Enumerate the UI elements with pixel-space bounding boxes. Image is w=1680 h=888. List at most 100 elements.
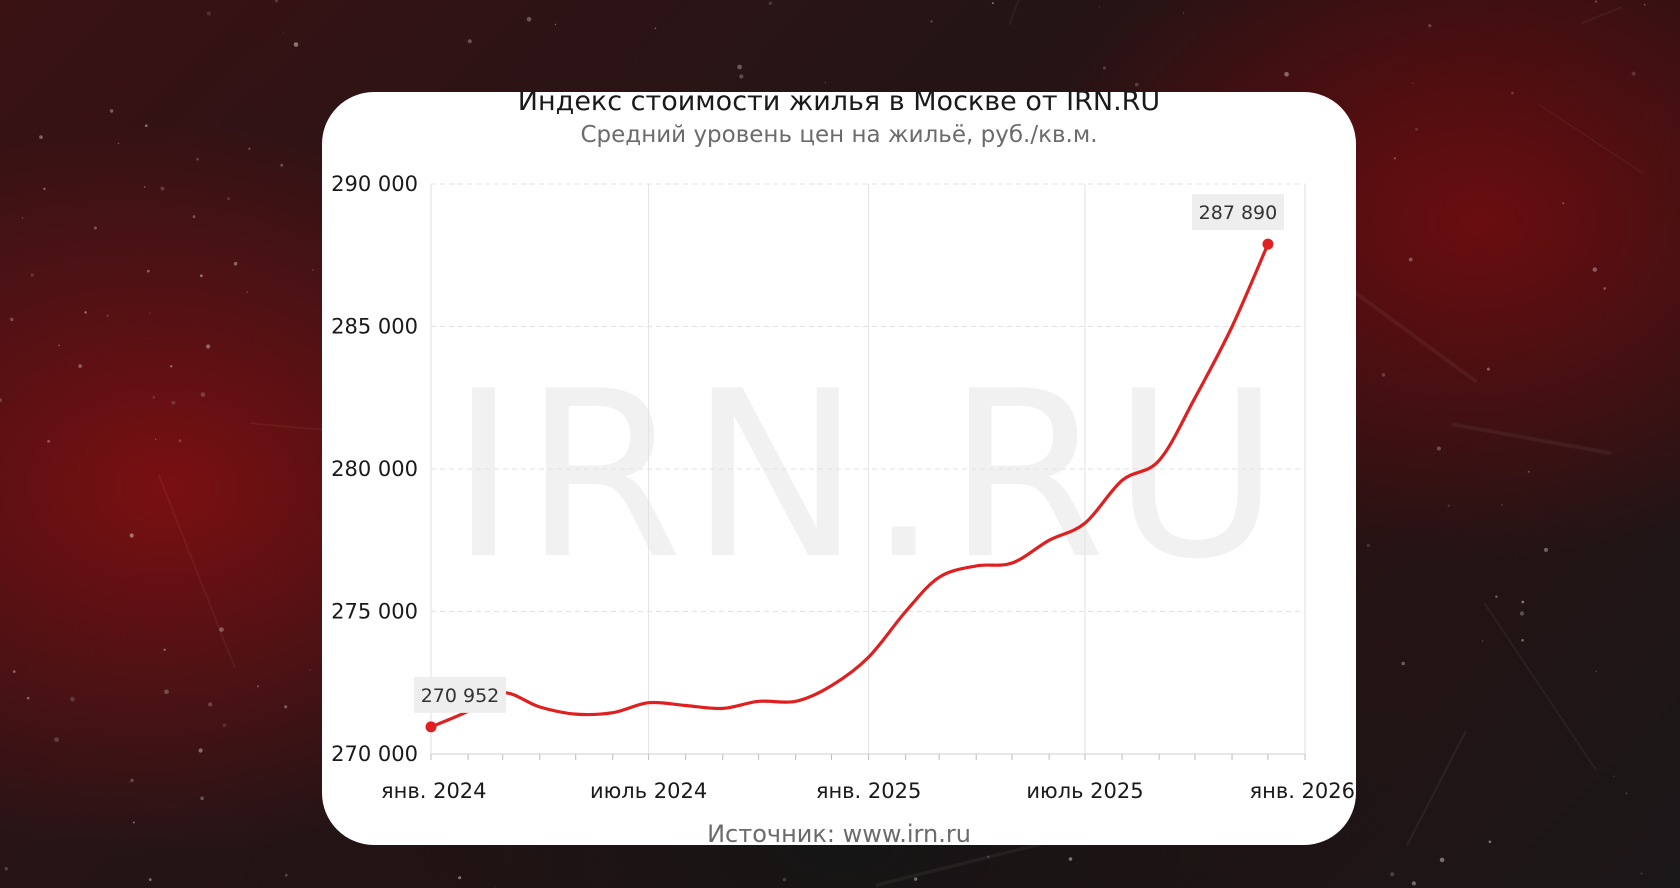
texture-speck	[47, 439, 50, 443]
data-label-box	[414, 676, 506, 713]
texture-speck	[171, 400, 176, 405]
data-label: 270 952	[421, 685, 500, 707]
texture-speck	[0, 398, 2, 402]
texture-speck	[248, 147, 251, 150]
texture-speck	[782, 877, 787, 882]
texture-speck	[737, 64, 742, 70]
data-label-box	[1191, 194, 1284, 231]
texture-speck	[206, 11, 211, 16]
texture-speck	[246, 291, 248, 294]
texture-speck	[1412, 82, 1414, 85]
texture-crease	[1451, 422, 1612, 456]
texture-speck	[1595, 670, 1598, 673]
texture-speck	[200, 392, 206, 397]
texture-speck	[93, 226, 97, 230]
texture-speck	[160, 186, 165, 191]
texture-speck	[70, 696, 75, 702]
texture-speck	[143, 186, 146, 188]
texture-speck	[109, 109, 114, 113]
texture-speck	[1481, 640, 1484, 642]
texture-speck	[146, 269, 150, 273]
texture-speck	[1511, 91, 1514, 95]
texture-crease	[1538, 103, 1644, 175]
texture-speck	[206, 344, 211, 349]
texture-speck	[1439, 857, 1445, 863]
texture-speck	[987, 855, 990, 858]
texture-speck	[914, 877, 918, 881]
x-tick-label: янв. 2026	[1249, 779, 1355, 803]
texture-speck	[200, 796, 204, 801]
texture-speck	[1521, 600, 1525, 604]
texture-speck	[930, 20, 933, 23]
texture-speck	[170, 365, 173, 368]
texture-speck	[1390, 872, 1395, 877]
texture-speck	[106, 314, 109, 317]
texture-speck	[10, 317, 14, 322]
texture-speck	[1603, 287, 1607, 290]
texture-speck	[43, 187, 46, 190]
x-tick-label: июль 2025	[1026, 779, 1143, 803]
texture-speck	[149, 312, 151, 314]
texture-speck	[1592, 267, 1598, 272]
texture-speck	[312, 269, 314, 271]
x-tick-label: янв. 2024	[381, 779, 487, 803]
texture-speck	[1408, 257, 1413, 262]
texture-speck	[1625, 792, 1628, 795]
texture-speck	[200, 274, 203, 278]
texture-speck	[1098, 6, 1100, 8]
texture-speck	[84, 311, 87, 314]
texture-speck	[164, 689, 169, 695]
texture-speck	[1411, 881, 1416, 886]
texture-speck	[991, 2, 994, 5]
texture-speck	[227, 197, 230, 201]
texture-speck	[1393, 157, 1397, 160]
texture-speck	[1495, 595, 1498, 598]
texture-speck	[132, 821, 135, 824]
texture-speck	[1562, 202, 1565, 205]
texture-speck	[824, 82, 827, 84]
y-tick-label: 275 000	[331, 600, 418, 624]
texture-crease	[157, 474, 236, 668]
texture-speck	[1401, 661, 1405, 666]
texture-speck	[1103, 66, 1106, 70]
texture-speck	[222, 723, 227, 727]
y-tick-label: 280 000	[331, 457, 418, 481]
data-label: 287 890	[1199, 202, 1278, 224]
texture-speck	[26, 696, 30, 700]
endpoint-marker	[425, 721, 437, 733]
texture-speck	[1182, 12, 1185, 14]
texture-speck	[284, 705, 288, 709]
texture-speck	[1428, 24, 1432, 28]
texture-speck	[1594, 0, 1598, 3]
texture-speck	[1068, 857, 1073, 861]
texture-speck	[526, 16, 532, 22]
texture-speck	[1488, 840, 1492, 844]
texture-speck	[12, 670, 16, 673]
texture-speck	[196, 157, 199, 161]
texture-speck	[1134, 82, 1139, 87]
texture-speck	[4, 867, 8, 871]
texture-speck	[130, 778, 134, 783]
x-tick-label: июль 2024	[590, 779, 707, 803]
texture-speck	[739, 74, 744, 79]
texture-speck	[1640, 872, 1643, 875]
texture-crease	[1580, 6, 1623, 25]
texture-speck	[280, 163, 284, 167]
texture-speck	[30, 273, 34, 277]
texture-speck	[654, 27, 657, 30]
texture-speck	[1527, 470, 1530, 473]
texture-speck	[117, 142, 120, 145]
texture-speck	[1486, 367, 1490, 371]
texture-speck	[467, 39, 472, 44]
texture-speck	[1436, 446, 1441, 451]
series-line	[429, 242, 1270, 729]
texture-speck	[154, 438, 157, 441]
endpoint-marker	[1262, 238, 1274, 250]
texture-speck	[163, 648, 166, 651]
texture-speck	[1613, 775, 1616, 778]
texture-speck	[458, 876, 462, 880]
texture-speck	[554, 23, 557, 26]
texture-speck	[309, 669, 311, 671]
texture-speck	[1521, 639, 1524, 642]
